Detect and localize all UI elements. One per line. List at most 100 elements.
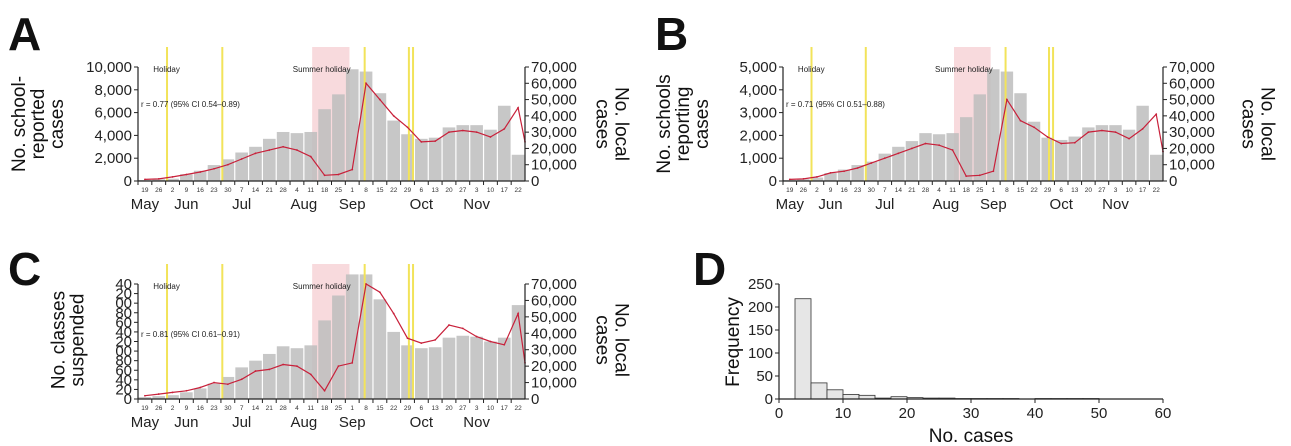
line-point <box>199 171 202 173</box>
left-tick-label: 6,000 <box>94 105 132 122</box>
line-point <box>420 342 423 345</box>
date-tick-label: 21 <box>908 187 916 194</box>
line-point <box>185 389 188 392</box>
right-tick-label: 60,000 <box>531 292 577 309</box>
line-point <box>392 312 395 315</box>
x-axis-label: No. cases <box>929 426 1013 446</box>
line-point <box>199 386 202 389</box>
date-tick-label: 22 <box>514 187 522 194</box>
left-tick-label: 60 <box>115 362 132 379</box>
month-label: Oct <box>410 414 434 431</box>
bar <box>797 179 810 181</box>
left-axis-label-line: cases <box>692 99 713 149</box>
line-point <box>883 157 886 160</box>
line-point <box>448 131 450 134</box>
right-tick-label: 10,000 <box>531 157 577 174</box>
month-label: Aug <box>291 414 318 431</box>
date-tick-label: 14 <box>252 187 260 194</box>
date-tick-label: 19 <box>141 405 149 412</box>
date-tick-label: 15 <box>376 187 384 194</box>
holiday-label: Holiday <box>153 282 180 291</box>
bar <box>262 353 276 399</box>
date-tick-label: 29 <box>404 187 412 194</box>
bar <box>905 141 919 181</box>
line-point <box>517 106 519 109</box>
summer-holiday-label: Summer holiday <box>293 282 351 291</box>
bar <box>932 134 946 181</box>
bar <box>428 137 442 181</box>
histogram-bar <box>810 382 828 400</box>
date-tick-label: 13 <box>432 187 440 194</box>
line-point <box>1101 129 1103 132</box>
date-tick-label: 25 <box>335 187 343 194</box>
line-point <box>378 98 381 101</box>
bar <box>152 179 166 181</box>
bar <box>387 331 401 399</box>
bar <box>1136 105 1149 181</box>
date-tick-label: 9 <box>185 405 189 412</box>
right-tick-label: 50,000 <box>1169 92 1215 109</box>
left-tick-label: 40 <box>115 372 132 389</box>
bar <box>960 117 973 181</box>
left-tick-label: 0 <box>769 173 777 190</box>
date-tick-label: 4 <box>295 187 299 194</box>
date-tick-label: 22 <box>1030 187 1038 194</box>
date-tick-label: 7 <box>883 187 887 194</box>
bar <box>456 125 470 181</box>
bar <box>878 153 891 181</box>
date-tick-label: 29 <box>404 405 412 412</box>
line-point <box>1155 113 1158 116</box>
line-point <box>434 338 437 341</box>
bar <box>1082 127 1095 181</box>
bar <box>824 173 837 181</box>
bar <box>511 305 525 399</box>
bar <box>415 138 428 181</box>
x-tick-label: 20 <box>899 405 916 422</box>
line-point <box>420 141 423 143</box>
x-tick-label: 60 <box>1155 405 1172 422</box>
line-point <box>378 291 381 294</box>
panel-letter: D <box>693 243 726 295</box>
date-tick-label: 27 <box>1098 187 1106 194</box>
right-tick-label: 60,000 <box>1169 75 1215 92</box>
y-tick-label: 250 <box>748 276 773 293</box>
date-tick-label: 7 <box>240 405 244 412</box>
bar <box>1095 125 1109 181</box>
bar <box>193 170 207 181</box>
line-point <box>337 365 340 368</box>
month-label: Nov <box>463 414 490 431</box>
bar <box>235 367 248 399</box>
x-tick-label: 50 <box>1091 405 1108 422</box>
left-axis-label-line: reported <box>28 89 49 160</box>
left-tick-label: 20 <box>115 286 132 303</box>
histogram-bar <box>842 393 860 400</box>
bar <box>946 133 959 181</box>
left-axis-label-line: No. school- <box>9 76 30 172</box>
right-tick-label: 10,000 <box>1169 157 1215 174</box>
date-tick-label: 25 <box>335 405 343 412</box>
line-point <box>829 171 832 174</box>
right-tick-label: 30,000 <box>1169 124 1215 141</box>
line-point <box>1114 131 1117 134</box>
bar <box>221 159 235 181</box>
line-point <box>351 168 354 171</box>
bar <box>138 397 152 399</box>
date-tick-label: 6 <box>1059 187 1063 194</box>
left-axis-label-line: reporting <box>673 87 694 162</box>
bar <box>1122 129 1136 181</box>
left-axis-label-line: suspended <box>68 294 89 387</box>
month-label: Nov <box>463 196 490 213</box>
bar <box>484 341 497 399</box>
bar <box>401 345 414 399</box>
month-label: Sep <box>980 196 1007 213</box>
bar <box>207 383 221 399</box>
bar <box>1150 154 1163 181</box>
x-tick-label: 40 <box>1027 405 1044 422</box>
bar <box>401 134 414 181</box>
line-point <box>816 176 818 178</box>
line-point <box>226 383 229 386</box>
left-tick-label: 10,000 <box>86 59 132 76</box>
line-point <box>897 152 900 155</box>
